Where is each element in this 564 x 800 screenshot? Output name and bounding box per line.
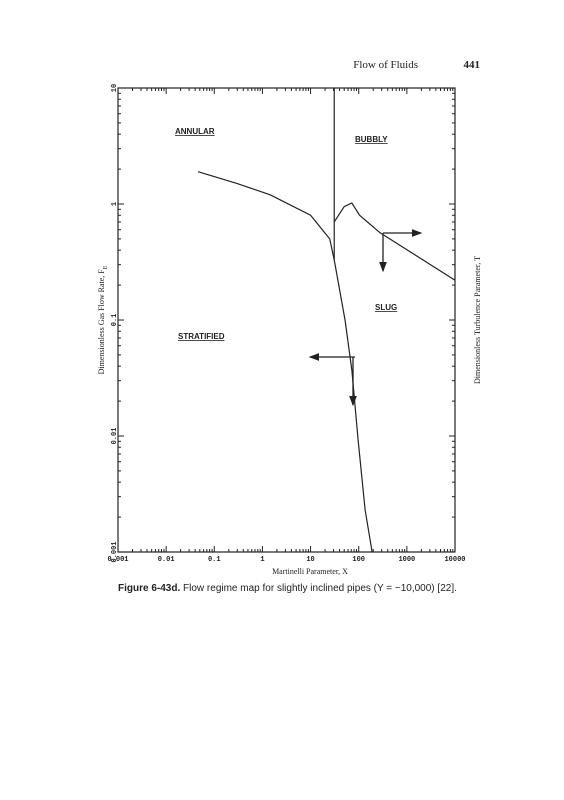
y-axis-label: Dimensionless Gas Flow Rate, FE <box>97 265 109 374</box>
arrows <box>308 229 423 407</box>
y2-axis-label: Dimensionless Turbulence Parameter, T <box>473 256 482 384</box>
x-axis-label: Martinelli Parameter, X <box>272 567 348 576</box>
caption-label: Figure 6-43d. <box>118 583 181 594</box>
caption-text: Flow regime map for slightly inclined pi… <box>183 583 457 594</box>
region-label: SLUG <box>375 303 397 312</box>
plot-frame <box>117 87 456 553</box>
x-tick-label: 0.1 <box>208 556 221 564</box>
y-axis-label-text: Dimensionless Gas Flow Rate, F <box>97 269 106 375</box>
x-tick-label: 1 <box>260 556 264 564</box>
boundary-line <box>197 171 373 553</box>
x-tick-label: 1000 <box>398 556 415 564</box>
x-tick-label: 10000 <box>444 556 465 564</box>
page-number: 441 <box>464 59 481 71</box>
x-tick-label: 0.01 <box>158 556 175 564</box>
boundary-line <box>333 202 456 281</box>
y-tick-label: 0.1 <box>111 314 119 327</box>
y-axis-label-subscript: E <box>103 265 109 269</box>
x-tick-label: 10 <box>306 556 314 564</box>
region-label: ANNULAR <box>175 127 215 136</box>
running-title: Flow of Fluids <box>353 59 418 71</box>
y-tick-label: 10 <box>111 84 119 92</box>
region-label: STRATIFIED <box>178 332 225 341</box>
y-tick-label: 0.001 <box>111 541 119 562</box>
y-tick-label: 1 <box>111 202 119 206</box>
x-tick-label: 100 <box>352 556 365 564</box>
x-tick-label: 0.001 <box>107 556 128 564</box>
caption: Figure 6-43d. Flow regime map for slight… <box>118 583 538 594</box>
y-tick-label: 0.01 <box>111 428 119 445</box>
region-label: BUBBLY <box>355 135 388 144</box>
